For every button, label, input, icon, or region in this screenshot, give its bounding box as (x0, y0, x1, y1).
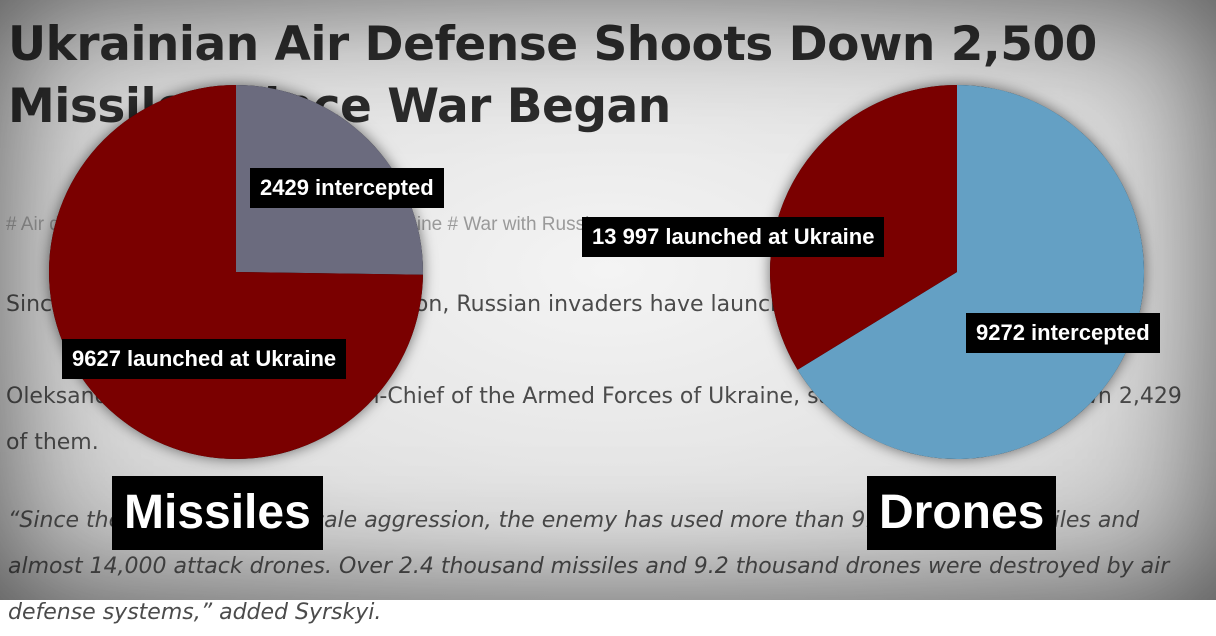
missiles-launched-label: 9627 launched at Ukraine (62, 339, 347, 379)
drones-chart-title: Drones (867, 476, 1057, 550)
drones-pie-chart (769, 85, 1144, 459)
missiles-pie-chart (48, 85, 423, 459)
missiles-chart-title: Missiles (112, 476, 323, 550)
missiles-intercepted-label: 2429 intercepted (250, 168, 444, 208)
drones-launched-label: 13 997 launched at Ukraine (582, 217, 885, 257)
article-headline: Ukrainian Air Defense Shoots Down 2,500 … (8, 17, 1097, 134)
drones-intercepted-slice (797, 85, 1144, 459)
drones-intercepted-label: 9272 intercepted (966, 313, 1160, 353)
